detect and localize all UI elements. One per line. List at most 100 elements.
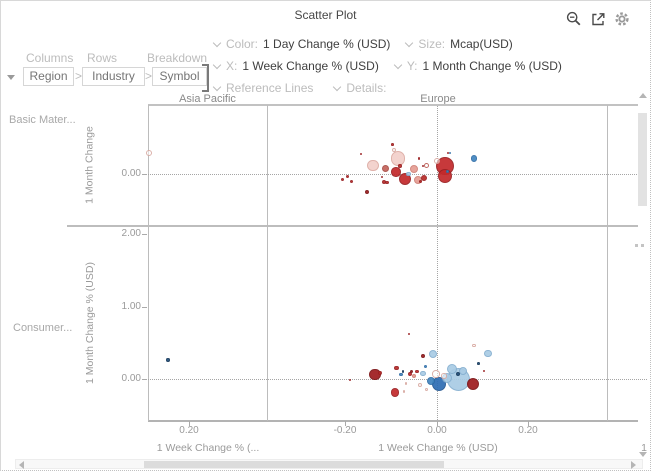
horizontal-scrollbar-thumb[interactable] [144,461,444,468]
breadcrumb-industry[interactable]: Industry [82,67,145,86]
scatter-point[interactable] [346,174,350,178]
scatter-point[interactable] [401,370,405,374]
scatter-point[interactable] [417,157,421,161]
scatter-point[interactable] [409,164,419,174]
scatter-point[interactable] [482,369,486,373]
scatter-point[interactable] [448,151,452,155]
x-axis-title-eu: 1 Week Change % (USD) [378,442,498,454]
scatter-point[interactable] [445,170,449,174]
export-icon[interactable] [590,11,606,27]
scatter-point[interactable] [420,175,427,182]
vertical-scrollbar-thumb[interactable] [638,113,647,206]
scatter-point[interactable] [423,365,427,369]
scatter-point[interactable] [441,373,447,379]
scatter-point[interactable] [390,151,406,167]
y-tick [142,307,147,308]
scatter-point[interactable] [434,157,441,164]
collapse-chevron-icon[interactable] [7,75,15,80]
reference-lines-dropdown[interactable]: Reference Lines [212,81,318,95]
encoding-row-1: Color: 1 Day Change % (USD) Size: Mcap(U… [212,37,529,51]
rows-shelf-label: Rows [87,51,118,65]
scatter-point[interactable] [408,371,413,376]
color-encoding-dropdown[interactable]: Color: 1 Day Change % (USD) [212,37,390,51]
scatter-point[interactable] [146,149,153,156]
scatter-point[interactable] [412,374,417,379]
scatter-point[interactable] [377,371,382,376]
y-tick-label: 1.00 [121,301,141,312]
scatter-point[interactable] [391,167,401,177]
scatter-point[interactable] [349,378,352,381]
breadcrumb-symbol[interactable]: Symbol [152,67,207,86]
scatter-point[interactable] [472,343,476,348]
scatter-point[interactable] [385,181,389,185]
scatter-point[interactable] [420,370,426,376]
scatter-point[interactable] [418,382,423,387]
scatter-point[interactable] [390,388,400,398]
details-dropdown[interactable]: Details: [333,81,391,95]
encoding-row-3: Reference Lines Details: [212,81,407,95]
scatter-point[interactable] [359,152,363,155]
scatter-point[interactable] [415,370,419,374]
y-tick-label: 2.00 [121,228,141,239]
encoding-row-2: X: 1 Week Change % (USD) Y: 1 Month Chan… [212,59,578,73]
scatter-point[interactable] [424,162,430,168]
y-tick-label: 0.00 [121,373,141,384]
scatter-point[interactable] [404,382,408,385]
x-tick [189,421,190,426]
scatter-point[interactable] [484,349,492,358]
size-encoding-dropdown[interactable]: Size: Mcap(USD) [405,37,513,51]
scatter-point[interactable] [432,370,440,378]
scatter-point[interactable] [341,178,345,182]
scatter-point[interactable] [367,159,379,171]
scatter-point[interactable] [418,180,422,184]
scatter-point[interactable] [467,378,480,391]
scatter-point[interactable] [470,155,478,163]
x-encoding-dropdown[interactable]: X: 1 Week Change % (USD) [212,59,379,73]
reference-lines-label: Reference Lines [226,81,314,95]
y-encoding-dropdown[interactable]: Y: 1 Month Change % (USD) [393,59,562,73]
scroll-left-icon[interactable] [19,461,24,469]
scatter-point[interactable] [392,148,397,153]
scatter-point[interactable] [364,189,370,195]
scroll-right-icon[interactable] [631,461,636,469]
scatter-point[interactable] [410,369,414,373]
scatter-point[interactable] [425,387,429,391]
scatter-point[interactable] [399,372,403,377]
page-title: Scatter Plot [294,8,357,22]
scatter-point[interactable] [447,363,458,374]
scatter-point[interactable] [398,164,402,168]
scatter-point[interactable] [382,164,390,172]
breakdown-bracket [207,64,209,92]
x-label: X: [226,59,238,73]
scatter-point[interactable] [166,358,170,362]
scatter-point[interactable] [350,179,354,183]
scatter-point[interactable] [402,390,406,393]
scatter-point[interactable] [390,142,394,146]
size-label: Size: [418,37,446,51]
scatter-point[interactable] [420,353,425,358]
horizontal-scrollbar[interactable] [15,459,643,469]
scatter-point[interactable] [421,164,425,168]
scatter-point[interactable] [380,175,384,179]
resize-grip[interactable] [641,244,644,247]
x-axis-title-ap: 1 Week Change % (... [156,442,260,454]
breadcrumb-region[interactable]: Region [23,67,74,86]
facet-row-label-consumer: Consumer... [13,322,73,334]
scatter-point[interactable] [405,171,411,177]
scatter-point[interactable] [476,362,480,366]
scatter-point[interactable] [427,377,436,386]
scatter-point[interactable] [459,367,468,376]
zoom-out-icon[interactable] [566,11,582,27]
scatter-point[interactable] [407,332,411,336]
resize-grip[interactable] [635,244,638,247]
scatter-point[interactable] [437,168,453,184]
scatter-point[interactable] [456,371,461,376]
scatter-point[interactable] [428,349,437,358]
scroll-up-icon[interactable] [639,93,647,98]
scatter-point[interactable] [394,365,400,371]
scroll-down-icon[interactable] [639,452,647,457]
gear-icon[interactable] [614,11,630,27]
reference-line-y-row2 [148,379,647,380]
